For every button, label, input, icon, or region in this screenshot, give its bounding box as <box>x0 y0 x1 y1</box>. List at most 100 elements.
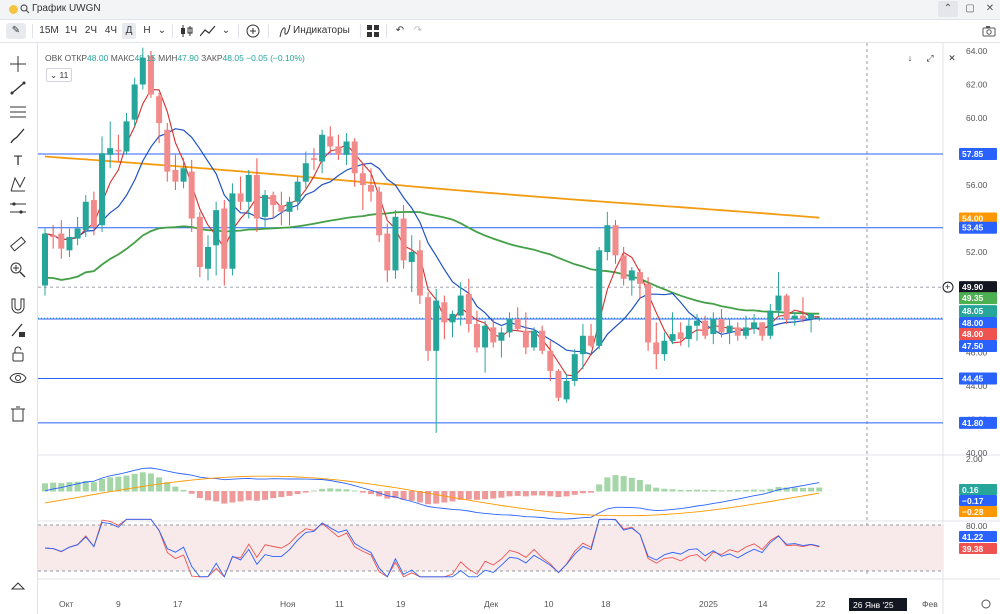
macd-histogram-bar <box>115 476 122 492</box>
macd-histogram-bar <box>107 477 114 492</box>
hide-panel-icon[interactable] <box>9 577 27 595</box>
compare-plus-icon[interactable] <box>246 24 260 38</box>
candle-body <box>808 313 815 319</box>
macd-histogram-bar <box>449 491 456 502</box>
text-tool-icon[interactable]: T <box>13 152 23 168</box>
crosshair-icon[interactable] <box>9 55 27 73</box>
arrow-maximize-icon[interactable]: ⤢ <box>926 53 934 63</box>
candle-body <box>123 121 130 152</box>
chevron-down-icon[interactable]: ⌄ <box>221 25 231 36</box>
macd-histogram-bar <box>645 484 652 492</box>
layouts-icon[interactable] <box>367 25 379 37</box>
undo-icon[interactable]: ↶ <box>395 25 405 36</box>
divider <box>238 24 239 38</box>
candle-body <box>555 370 562 398</box>
candle-body <box>58 233 65 249</box>
candle-body <box>636 272 643 284</box>
price-tag-label: 44.45 <box>962 373 984 383</box>
collapse-button[interactable]: ⌃ <box>938 1 958 17</box>
trend-line-icon[interactable] <box>9 79 27 97</box>
trash-icon[interactable] <box>9 405 27 423</box>
candle-body <box>188 171 195 219</box>
prediction-icon[interactable] <box>9 199 27 217</box>
indicators-icon[interactable] <box>278 24 292 38</box>
timeframe-4h[interactable]: 4Ч <box>104 25 118 36</box>
lock-icon[interactable] <box>9 345 27 363</box>
candle-body <box>416 250 423 296</box>
macd-histogram-bar <box>751 489 758 492</box>
crosshair-date-label: 26 Янв '25 <box>853 600 894 610</box>
rsi-tag-bg <box>959 531 997 542</box>
time-axis-label: 9 <box>116 599 121 609</box>
candles-icon[interactable] <box>180 25 194 37</box>
candle-body <box>425 297 432 351</box>
candle-body <box>539 330 546 351</box>
macd-histogram-bar <box>531 491 537 496</box>
candle-body <box>294 181 301 202</box>
candle-body <box>286 201 293 212</box>
candle-body <box>482 325 489 348</box>
candle-body <box>196 216 203 268</box>
macd-histogram-bar <box>42 483 48 492</box>
close-pane-icon[interactable]: ✕ <box>948 53 956 63</box>
close-button[interactable]: ✕ <box>985 3 995 14</box>
search-icon[interactable] <box>20 4 30 14</box>
macd-histogram-bar <box>522 491 529 497</box>
macd-histogram-bar <box>131 473 138 492</box>
redo-icon[interactable]: ↷ <box>413 25 423 36</box>
macd-histogram-bar <box>742 489 749 492</box>
macd-histogram-bar <box>539 491 546 496</box>
macd-histogram-bar <box>147 473 154 492</box>
timeframe-day[interactable]: Д <box>122 23 136 39</box>
macd-histogram-bar <box>710 489 717 492</box>
indicators-toggle[interactable]: ⌄ 11 <box>46 68 73 82</box>
arrow-down-icon[interactable]: ↓ <box>907 53 913 63</box>
lock-drawing-icon[interactable] <box>9 321 27 339</box>
macd-histogram-bar <box>620 476 627 492</box>
timeframe-week[interactable]: Н <box>143 25 151 36</box>
macd-histogram-bar <box>579 491 586 494</box>
candle-body <box>319 134 326 162</box>
price-tag-bg <box>959 340 997 352</box>
timeframe-15m[interactable]: 15М <box>39 25 59 36</box>
macd-histogram-bar <box>669 489 676 492</box>
price-tag-label: 53.45 <box>962 223 984 233</box>
price-tag-label: 41.80 <box>962 418 984 428</box>
ruler-icon[interactable] <box>9 235 27 253</box>
macd-histogram-bar <box>278 491 285 497</box>
candle-body <box>74 228 81 239</box>
chart-canvas[interactable]: 64.0062.0060.0058.0056.0054.0052.0050.00… <box>38 43 1000 614</box>
zoom-in-icon[interactable] <box>9 261 27 279</box>
eye-icon[interactable] <box>9 369 27 387</box>
timeframe-2h[interactable]: 2Ч <box>84 25 98 36</box>
macd-tag-bg <box>959 506 997 517</box>
timeframe-1h[interactable]: 1Ч <box>64 25 78 36</box>
macd-histogram-bar <box>50 482 57 492</box>
maximize-button[interactable]: ▢ <box>965 3 975 14</box>
fib-retracement-icon[interactable] <box>9 103 27 121</box>
macd-tag-label: −0.28 <box>962 507 984 517</box>
pattern-icon[interactable] <box>9 175 27 193</box>
candle-body <box>335 146 342 155</box>
legend-prefix: ОВК <box>45 53 63 63</box>
chevron-down-icon[interactable]: ⌄ <box>157 25 167 36</box>
macd-histogram-bar <box>628 477 635 492</box>
candle-body <box>710 319 717 335</box>
pencil-icon[interactable]: ✎ <box>6 23 26 39</box>
indicators-button[interactable]: Индикаторы <box>293 25 350 36</box>
candle-body <box>449 313 456 323</box>
line-chart-icon[interactable] <box>200 25 216 37</box>
candle-body <box>799 315 806 319</box>
camera-icon[interactable] <box>982 25 996 37</box>
macd-histogram-bar <box>376 491 383 497</box>
rsi-tag-label: 39.38 <box>962 544 984 554</box>
macd-histogram-bar <box>694 489 700 492</box>
legend-close-label: ЗАКР <box>201 53 223 63</box>
macd-histogram-bar <box>677 489 684 492</box>
candle-body <box>400 218 407 261</box>
brush-icon[interactable] <box>9 127 27 145</box>
magnet-icon[interactable] <box>9 297 27 315</box>
macd-histogram-bar <box>514 491 521 496</box>
price-tag-label: 49.35 <box>962 293 984 303</box>
candle-body <box>751 322 758 330</box>
